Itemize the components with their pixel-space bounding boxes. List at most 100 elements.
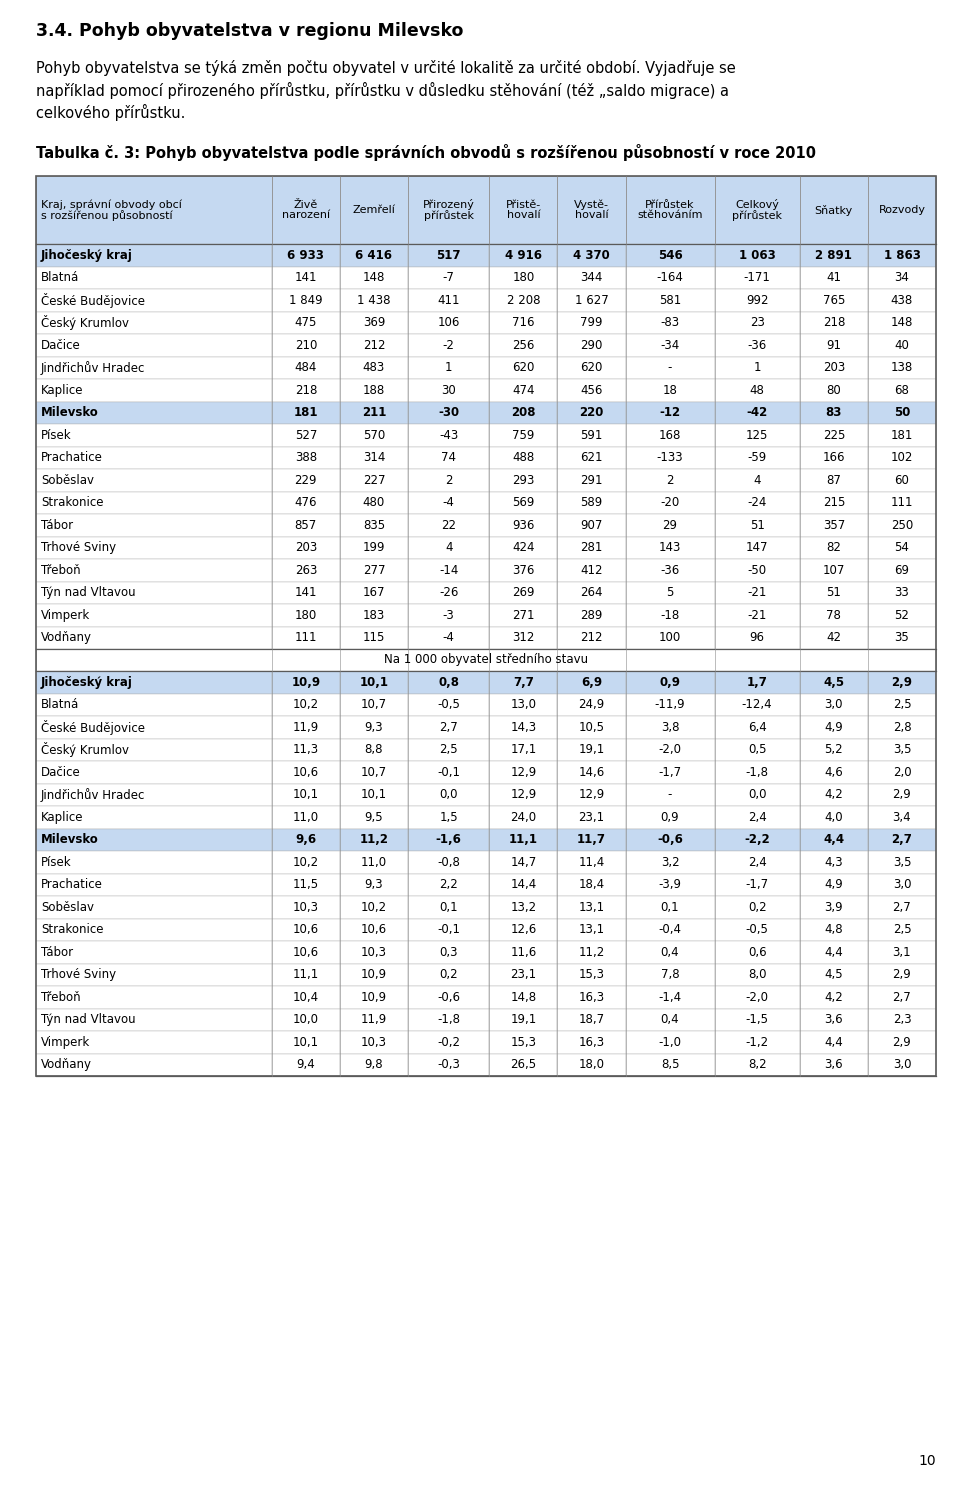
Text: 438: 438 bbox=[891, 293, 913, 306]
Bar bbox=[490, 492, 558, 514]
Bar bbox=[558, 761, 626, 783]
Bar bbox=[272, 537, 340, 559]
Bar bbox=[714, 716, 800, 739]
Text: -1,5: -1,5 bbox=[746, 1014, 769, 1026]
Text: 4,0: 4,0 bbox=[825, 810, 843, 824]
Text: -133: -133 bbox=[657, 451, 684, 465]
Bar bbox=[36, 289, 272, 311]
Text: 2,4: 2,4 bbox=[748, 855, 766, 869]
Text: -59: -59 bbox=[748, 451, 767, 465]
Text: -1,8: -1,8 bbox=[437, 1014, 460, 1026]
Bar bbox=[340, 604, 408, 626]
Bar bbox=[626, 716, 714, 739]
Bar bbox=[626, 896, 714, 918]
Bar bbox=[340, 333, 408, 356]
Bar bbox=[714, 333, 800, 356]
Text: Přirozený: Přirozený bbox=[422, 199, 474, 209]
Text: 203: 203 bbox=[823, 362, 845, 374]
Text: České Budějovice: České Budějovice bbox=[41, 719, 145, 734]
Text: 18,0: 18,0 bbox=[579, 1058, 605, 1072]
Bar bbox=[714, 469, 800, 492]
Text: 4 916: 4 916 bbox=[505, 248, 541, 262]
Text: -12,4: -12,4 bbox=[742, 698, 773, 712]
Bar bbox=[714, 537, 800, 559]
Bar bbox=[340, 761, 408, 783]
Bar bbox=[558, 380, 626, 402]
Bar bbox=[408, 537, 490, 559]
Bar bbox=[272, 963, 340, 987]
Text: 0,4: 0,4 bbox=[660, 1014, 680, 1026]
Text: 269: 269 bbox=[512, 586, 535, 599]
Bar bbox=[714, 492, 800, 514]
Bar bbox=[340, 244, 408, 266]
Bar bbox=[490, 356, 558, 380]
Bar bbox=[558, 783, 626, 806]
Text: Jindřichův Hradec: Jindřichův Hradec bbox=[41, 788, 145, 801]
Bar bbox=[868, 559, 936, 582]
Bar bbox=[340, 873, 408, 896]
Text: 181: 181 bbox=[294, 407, 318, 419]
Bar bbox=[340, 828, 408, 851]
Text: -11,9: -11,9 bbox=[655, 698, 685, 712]
Bar bbox=[868, 582, 936, 604]
Text: 357: 357 bbox=[823, 519, 845, 532]
Bar bbox=[272, 918, 340, 940]
Text: 2: 2 bbox=[444, 474, 452, 487]
Text: 9,5: 9,5 bbox=[365, 810, 383, 824]
Bar bbox=[490, 873, 558, 896]
Text: 41: 41 bbox=[827, 271, 841, 284]
Bar bbox=[340, 783, 408, 806]
Text: -26: -26 bbox=[439, 586, 458, 599]
Text: 0,9: 0,9 bbox=[660, 810, 680, 824]
Text: Soběslav: Soběslav bbox=[41, 474, 94, 487]
Text: 3,0: 3,0 bbox=[893, 878, 911, 891]
Bar bbox=[36, 492, 272, 514]
Text: 2,4: 2,4 bbox=[748, 810, 766, 824]
Bar bbox=[800, 761, 868, 783]
Text: 907: 907 bbox=[580, 519, 603, 532]
Bar bbox=[626, 828, 714, 851]
Text: 14,7: 14,7 bbox=[510, 855, 537, 869]
Text: Vimperk: Vimperk bbox=[41, 608, 90, 622]
Bar bbox=[626, 918, 714, 940]
Text: 180: 180 bbox=[513, 271, 535, 284]
Text: 141: 141 bbox=[295, 586, 317, 599]
Bar bbox=[36, 559, 272, 582]
Text: Rozvody: Rozvody bbox=[878, 205, 925, 215]
Bar bbox=[36, 1009, 272, 1032]
Text: 1,5: 1,5 bbox=[440, 810, 458, 824]
Bar bbox=[558, 940, 626, 963]
Text: 141: 141 bbox=[295, 271, 317, 284]
Text: přírůstek: přírůstek bbox=[423, 209, 473, 221]
Bar bbox=[408, 244, 490, 266]
Bar bbox=[868, 896, 936, 918]
Text: 34: 34 bbox=[895, 271, 909, 284]
Text: 6 933: 6 933 bbox=[287, 248, 324, 262]
Bar bbox=[800, 851, 868, 873]
Text: 1: 1 bbox=[444, 362, 452, 374]
Text: -: - bbox=[668, 362, 672, 374]
Bar bbox=[558, 987, 626, 1009]
Bar bbox=[272, 694, 340, 716]
Text: 199: 199 bbox=[363, 541, 385, 555]
Text: -1,7: -1,7 bbox=[659, 765, 682, 779]
Bar bbox=[272, 244, 340, 266]
Text: 74: 74 bbox=[442, 451, 456, 465]
Bar bbox=[868, 537, 936, 559]
Bar bbox=[340, 559, 408, 582]
Text: 18,7: 18,7 bbox=[578, 1014, 605, 1026]
Text: 2 208: 2 208 bbox=[507, 293, 540, 306]
Text: 143: 143 bbox=[659, 541, 682, 555]
Bar bbox=[800, 289, 868, 311]
Text: 10,9: 10,9 bbox=[361, 969, 387, 981]
Text: 211: 211 bbox=[362, 407, 386, 419]
Bar bbox=[272, 716, 340, 739]
Bar bbox=[408, 716, 490, 739]
Text: 14,3: 14,3 bbox=[511, 721, 537, 734]
Bar bbox=[490, 626, 558, 649]
Text: 6,4: 6,4 bbox=[748, 721, 766, 734]
Text: 168: 168 bbox=[659, 429, 682, 441]
Text: Vimperk: Vimperk bbox=[41, 1036, 90, 1049]
Bar bbox=[800, 806, 868, 828]
Text: 799: 799 bbox=[580, 317, 603, 329]
